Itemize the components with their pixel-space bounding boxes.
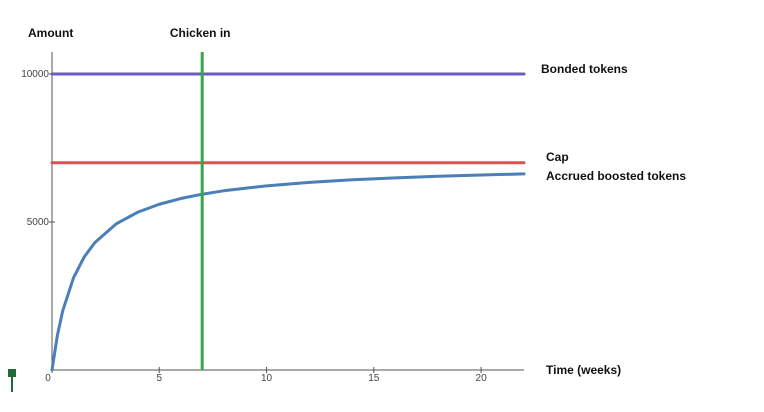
- series-line-accrued-boosted-tokens: [50, 172, 526, 372]
- x-tick-label: 15: [368, 373, 380, 384]
- x-tick-label: 5: [156, 373, 162, 384]
- y-tick-label: 5000: [27, 217, 50, 228]
- y-tick-label: 10000: [21, 69, 49, 80]
- axes: [51, 52, 524, 371]
- x-tick-label: 20: [476, 373, 488, 384]
- x-axis-label: Time (weeks): [546, 363, 621, 377]
- annotation-layer: Chicken in: [170, 26, 231, 370]
- annotation-label-chicken-in: Chicken in: [170, 26, 231, 40]
- x-tick-label: 10: [261, 373, 273, 384]
- corner-marker-icon: [8, 369, 16, 392]
- series-label-cap: Cap: [546, 150, 569, 164]
- y-axis-label: Amount: [28, 26, 73, 40]
- series-label-accrued-boosted-tokens: Accrued boosted tokens: [546, 169, 686, 183]
- x-tick-label: 0: [45, 373, 51, 384]
- legend-layer: Bonded tokens Cap Accrued boosted tokens: [541, 62, 686, 183]
- series-label-bonded-tokens: Bonded tokens: [541, 62, 628, 76]
- y-ticks: 5000 10000: [21, 69, 55, 228]
- series-layer: [50, 72, 526, 372]
